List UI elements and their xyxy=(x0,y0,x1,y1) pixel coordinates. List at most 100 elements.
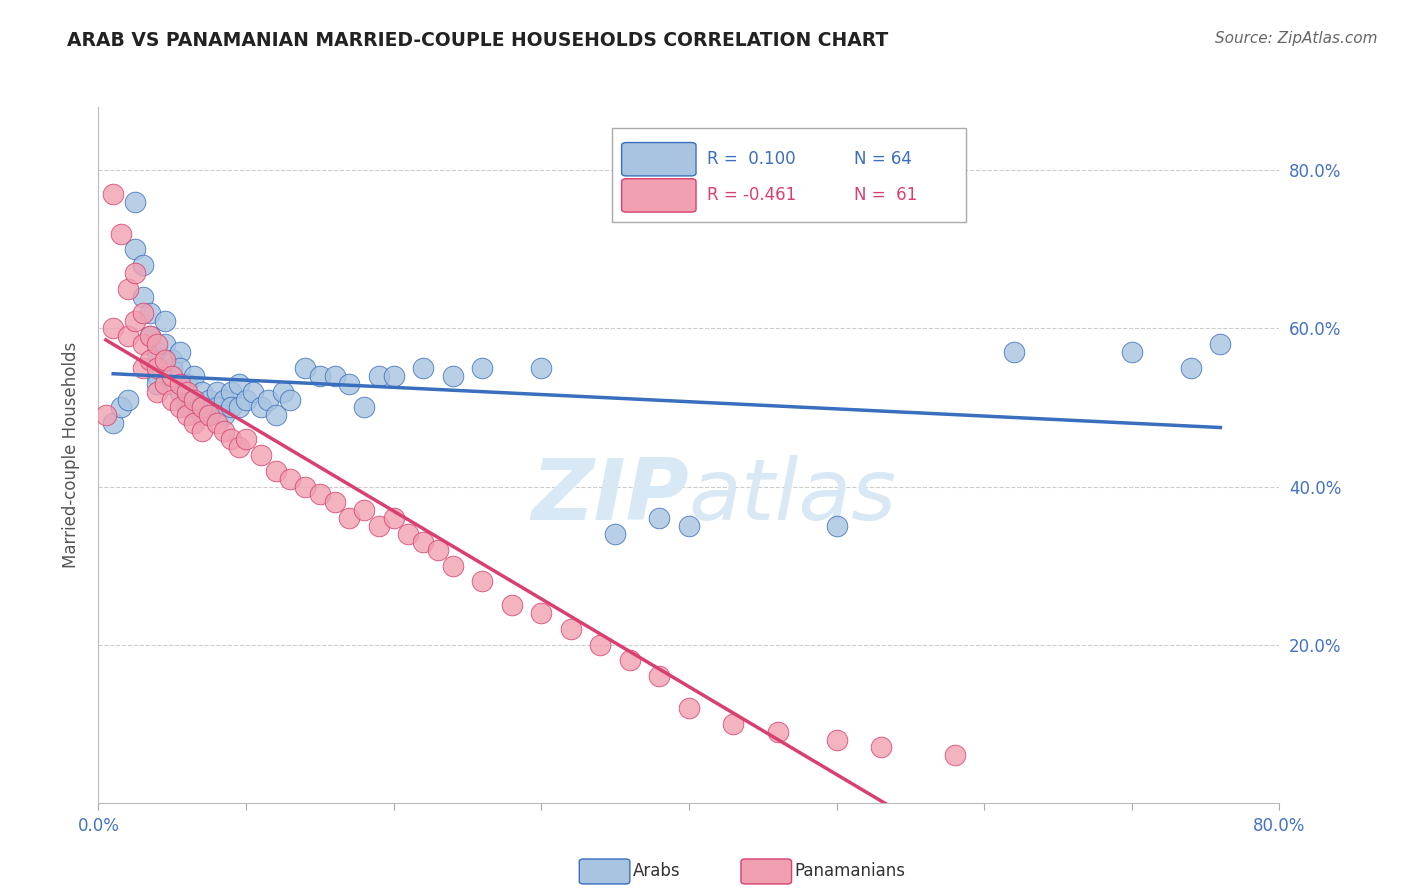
Point xyxy=(146,360,169,375)
Point xyxy=(1180,360,1202,375)
Point xyxy=(869,740,891,755)
Y-axis label: Married-couple Households: Married-couple Households xyxy=(62,342,80,568)
Point xyxy=(191,401,214,415)
Point xyxy=(1209,337,1232,351)
Point xyxy=(309,368,332,383)
Point xyxy=(278,392,302,407)
Point xyxy=(589,638,612,652)
Point xyxy=(146,368,169,383)
Point xyxy=(257,392,280,407)
Point xyxy=(103,186,125,201)
Point xyxy=(353,503,375,517)
Point xyxy=(162,392,183,407)
Point xyxy=(530,360,553,375)
Point xyxy=(198,409,221,423)
Point xyxy=(382,511,405,525)
Point xyxy=(146,345,169,359)
Point xyxy=(153,376,176,391)
Point xyxy=(169,360,191,375)
Point xyxy=(219,401,242,415)
Text: ZIP: ZIP xyxy=(531,455,689,538)
Point xyxy=(183,392,205,407)
Text: R = -0.461: R = -0.461 xyxy=(707,186,796,204)
Point xyxy=(235,392,257,407)
Text: N = 64: N = 64 xyxy=(855,150,912,169)
Point xyxy=(242,384,264,399)
Point xyxy=(124,194,146,209)
Point xyxy=(198,409,221,423)
Point xyxy=(176,384,198,399)
Point xyxy=(205,417,228,431)
Point xyxy=(139,305,162,319)
Point xyxy=(264,464,287,478)
Point xyxy=(176,376,198,391)
Point xyxy=(191,401,214,415)
Point xyxy=(412,534,434,549)
Point xyxy=(368,519,391,533)
Point xyxy=(176,401,198,415)
Point xyxy=(162,360,183,375)
Point xyxy=(396,527,419,541)
Point xyxy=(723,716,745,731)
Point xyxy=(368,368,391,383)
Point xyxy=(294,360,316,375)
Point xyxy=(169,401,191,415)
Point xyxy=(212,392,235,407)
Point xyxy=(183,368,205,383)
Point xyxy=(132,290,155,304)
Point xyxy=(250,448,273,462)
Point xyxy=(530,606,553,620)
Point xyxy=(183,417,205,431)
Point xyxy=(228,376,250,391)
Point xyxy=(825,519,848,533)
Point xyxy=(605,527,627,541)
Point xyxy=(124,313,146,327)
Point xyxy=(1002,345,1025,359)
Point xyxy=(619,653,641,667)
Point xyxy=(353,401,375,415)
Point xyxy=(139,329,162,343)
Text: N =  61: N = 61 xyxy=(855,186,918,204)
Point xyxy=(191,424,214,438)
Point xyxy=(471,360,494,375)
Point xyxy=(132,360,155,375)
Point xyxy=(219,384,242,399)
Point xyxy=(501,598,523,612)
Point xyxy=(153,353,176,368)
Text: Source: ZipAtlas.com: Source: ZipAtlas.com xyxy=(1215,31,1378,46)
Point xyxy=(441,368,464,383)
Text: Arabs: Arabs xyxy=(633,863,681,880)
Point xyxy=(132,258,155,272)
Point xyxy=(124,243,146,257)
Point xyxy=(648,669,671,683)
Point xyxy=(339,376,360,391)
Point xyxy=(228,401,250,415)
Point xyxy=(110,401,132,415)
Point xyxy=(146,337,169,351)
Point xyxy=(198,392,221,407)
Point xyxy=(648,511,671,525)
Point xyxy=(169,345,191,359)
Point xyxy=(153,313,176,327)
Point xyxy=(117,392,139,407)
Point xyxy=(212,409,235,423)
Point xyxy=(169,376,191,391)
Point xyxy=(339,511,360,525)
Point xyxy=(1121,345,1143,359)
Point xyxy=(471,574,494,589)
FancyBboxPatch shape xyxy=(621,178,696,212)
Text: ARAB VS PANAMANIAN MARRIED-COUPLE HOUSEHOLDS CORRELATION CHART: ARAB VS PANAMANIAN MARRIED-COUPLE HOUSEH… xyxy=(67,31,889,50)
Point xyxy=(560,622,582,636)
Point xyxy=(117,329,139,343)
Point xyxy=(235,432,257,446)
Point xyxy=(678,519,700,533)
Point xyxy=(176,409,198,423)
Point xyxy=(169,384,191,399)
Point xyxy=(191,409,214,423)
Point xyxy=(162,368,183,383)
Text: atlas: atlas xyxy=(689,455,897,538)
Point xyxy=(228,440,250,454)
Point xyxy=(117,282,139,296)
Point xyxy=(278,472,302,486)
Point xyxy=(176,392,198,407)
